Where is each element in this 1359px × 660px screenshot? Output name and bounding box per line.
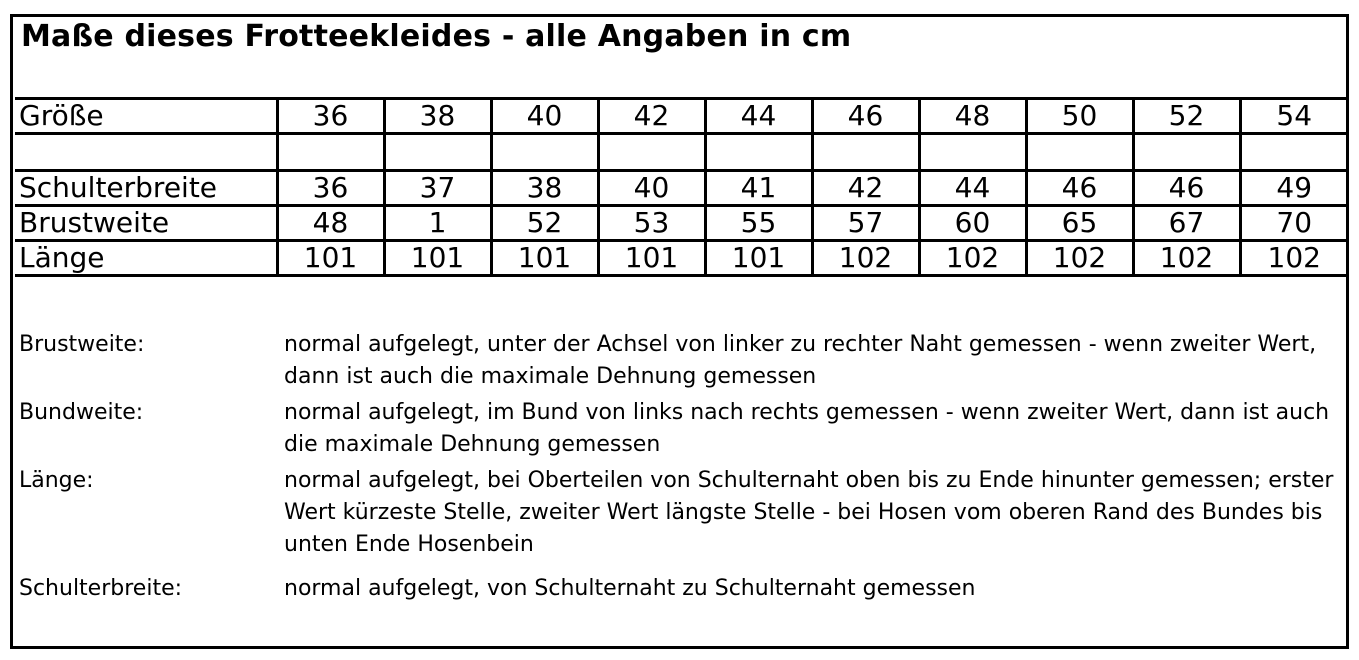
size-cell: 48 — [917, 97, 1028, 135]
value-cell: 37 — [382, 169, 493, 207]
empty-cell — [1238, 132, 1347, 172]
empty-cell — [810, 132, 921, 172]
value-cell: 40 — [596, 169, 707, 207]
value-cell: 49 — [1238, 169, 1347, 207]
size-chart-frame: Maße dieses Frotteekleides - alle Angabe… — [10, 14, 1349, 649]
empty-cell — [15, 132, 279, 172]
value-cell: 1 — [382, 204, 493, 242]
note-text: normal aufgelegt, von Schulternaht zu Sc… — [284, 576, 976, 601]
value-cell: 42 — [810, 169, 921, 207]
note-term: Schulterbreite: — [19, 576, 183, 601]
empty-cell — [275, 132, 386, 172]
empty-cell — [382, 132, 493, 172]
note-bundweite: Bundweite: normal aufgelegt, im Bund von… — [19, 397, 1349, 461]
value-cell: 102 — [917, 239, 1028, 277]
empty-row — [15, 132, 1347, 172]
size-cell: 42 — [596, 97, 707, 135]
measurement-row-schulterbreite: Schulterbreite 36 37 38 40 41 42 44 46 4… — [15, 169, 1347, 207]
size-cell: 40 — [489, 97, 600, 135]
value-cell: 38 — [489, 169, 600, 207]
note-term: Brustweite: — [19, 332, 145, 357]
value-cell: 102 — [1131, 239, 1242, 277]
size-table: Größe 36 38 40 42 44 46 48 50 52 54 — [15, 97, 1347, 277]
size-cell: 54 — [1238, 97, 1347, 135]
note-text: normal aufgelegt, bei Oberteilen von Sch… — [284, 468, 1334, 557]
note-text: normal aufgelegt, unter der Achsel von l… — [284, 332, 1317, 389]
note-laenge: Länge: normal aufgelegt, bei Oberteilen … — [19, 465, 1349, 561]
row-label: Schulterbreite — [15, 169, 279, 207]
size-cell: 50 — [1024, 97, 1135, 135]
value-cell: 70 — [1238, 204, 1347, 242]
note-schulterbreite: Schulterbreite: normal aufgelegt, von Sc… — [19, 573, 1349, 605]
empty-cell — [703, 132, 814, 172]
value-cell: 53 — [596, 204, 707, 242]
value-cell: 67 — [1131, 204, 1242, 242]
empty-cell — [1131, 132, 1242, 172]
note-text: normal aufgelegt, im Bund von links nach… — [284, 400, 1330, 457]
size-cell: 44 — [703, 97, 814, 135]
empty-cell — [596, 132, 707, 172]
size-header-label: Größe — [15, 97, 279, 135]
size-cell: 38 — [382, 97, 493, 135]
empty-cell — [489, 132, 600, 172]
empty-cell — [1024, 132, 1135, 172]
value-cell: 41 — [703, 169, 814, 207]
row-label: Länge — [15, 239, 279, 277]
value-cell: 57 — [810, 204, 921, 242]
value-cell: 101 — [489, 239, 600, 277]
value-cell: 55 — [703, 204, 814, 242]
value-cell: 46 — [1024, 169, 1135, 207]
size-header-row: Größe 36 38 40 42 44 46 48 50 52 54 — [15, 97, 1347, 135]
measurement-notes: Brustweite: normal aufgelegt, unter der … — [19, 329, 1349, 609]
value-cell: 48 — [275, 204, 386, 242]
value-cell: 65 — [1024, 204, 1135, 242]
value-cell: 52 — [489, 204, 600, 242]
measurement-row-laenge: Länge 101 101 101 101 101 102 102 102 10… — [15, 239, 1347, 277]
value-cell: 36 — [275, 169, 386, 207]
note-term: Länge: — [19, 468, 94, 493]
value-cell: 46 — [1131, 169, 1242, 207]
note-brustweite: Brustweite: normal aufgelegt, unter der … — [19, 329, 1349, 393]
value-cell: 60 — [917, 204, 1028, 242]
value-cell: 102 — [810, 239, 921, 277]
measurement-row-brustweite: Brustweite 48 1 52 53 55 57 60 65 67 70 — [15, 204, 1347, 242]
size-cell: 52 — [1131, 97, 1242, 135]
value-cell: 102 — [1238, 239, 1347, 277]
value-cell: 44 — [917, 169, 1028, 207]
size-cell: 46 — [810, 97, 921, 135]
value-cell: 101 — [703, 239, 814, 277]
row-label: Brustweite — [15, 204, 279, 242]
value-cell: 101 — [596, 239, 707, 277]
value-cell: 101 — [275, 239, 386, 277]
size-cell: 36 — [275, 97, 386, 135]
note-term: Bundweite: — [19, 400, 144, 425]
value-cell: 102 — [1024, 239, 1135, 277]
value-cell: 101 — [382, 239, 493, 277]
empty-cell — [917, 132, 1028, 172]
chart-title: Maße dieses Frotteekleides - alle Angabe… — [21, 19, 852, 54]
